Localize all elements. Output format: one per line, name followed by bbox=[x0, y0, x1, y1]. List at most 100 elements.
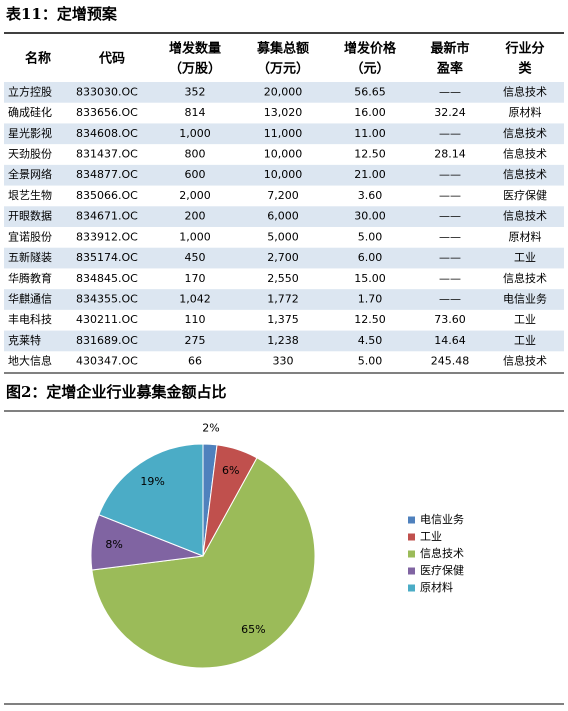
cell: 834355.OC bbox=[76, 293, 138, 306]
cell: —— bbox=[439, 189, 461, 202]
cell: 834608.OC bbox=[76, 127, 138, 140]
cell: 2,550 bbox=[267, 272, 299, 285]
cell: 833656.OC bbox=[76, 106, 138, 119]
legend-swatch bbox=[408, 567, 415, 575]
cell: —— bbox=[439, 127, 461, 140]
cell: 1,042 bbox=[179, 293, 211, 306]
cell: —— bbox=[439, 210, 461, 223]
legend-swatch bbox=[408, 550, 415, 558]
legend-label: 信息技术 bbox=[420, 546, 464, 560]
cell: 星光影视 bbox=[8, 126, 52, 140]
cell: 工业 bbox=[514, 251, 536, 264]
row-stripe bbox=[4, 123, 564, 145]
cell: 原材料 bbox=[509, 229, 542, 243]
cell: 833912.OC bbox=[76, 230, 138, 243]
cell: 12.50 bbox=[354, 313, 386, 326]
cell: 6.00 bbox=[358, 251, 383, 264]
cell: 3.60 bbox=[358, 189, 383, 202]
cell: 1,000 bbox=[179, 230, 211, 243]
column-header: 募集总额 bbox=[256, 41, 309, 57]
cell: 450 bbox=[185, 251, 206, 264]
cell: 800 bbox=[185, 148, 206, 161]
column-header: 增发数量 bbox=[169, 41, 221, 57]
legend-label: 原材料 bbox=[420, 580, 453, 594]
cell: 信息技术 bbox=[503, 209, 547, 223]
cell: 6,000 bbox=[267, 210, 299, 223]
cell: 834671.OC bbox=[76, 210, 138, 223]
pie-slice bbox=[98, 443, 204, 557]
slice-label: 19% bbox=[140, 475, 164, 488]
cell: 430347.OC bbox=[76, 355, 138, 368]
cell: 全景网络 bbox=[8, 167, 52, 181]
legend-swatch bbox=[408, 516, 415, 524]
column-header: 增发价格 bbox=[344, 41, 397, 57]
cell: 医疗保健 bbox=[503, 188, 547, 202]
cell: 5,000 bbox=[267, 230, 299, 243]
cell: 2,000 bbox=[179, 189, 211, 202]
row-stripe bbox=[4, 330, 564, 352]
cell: —— bbox=[439, 85, 461, 98]
row-stripe bbox=[4, 82, 564, 103]
cell: 垠艺生物 bbox=[8, 188, 52, 202]
column-header: 类 bbox=[518, 61, 532, 77]
row-stripe bbox=[4, 289, 564, 310]
cell: 28.14 bbox=[434, 148, 466, 161]
legend-swatch bbox=[408, 533, 415, 541]
cell: 五新隧装 bbox=[8, 250, 52, 264]
cell: 5.00 bbox=[358, 355, 383, 368]
cell: 15.00 bbox=[354, 272, 386, 285]
cell: 信息技术 bbox=[503, 167, 547, 181]
cell: 56.65 bbox=[354, 85, 386, 98]
row-stripe bbox=[4, 247, 564, 269]
cell: 16.00 bbox=[354, 106, 386, 119]
cell: 确成硅化 bbox=[8, 105, 52, 119]
cell: 352 bbox=[185, 85, 206, 98]
cell: 275 bbox=[185, 334, 206, 347]
cell: 1,238 bbox=[267, 334, 299, 347]
cell: 834877.OC bbox=[76, 168, 138, 181]
cell: 110 bbox=[185, 313, 206, 326]
cell: 信息技术 bbox=[503, 147, 547, 161]
slice-label: 65% bbox=[241, 623, 265, 636]
cell: 13,020 bbox=[264, 106, 303, 119]
cell: 1,375 bbox=[267, 313, 299, 326]
column-header: 盈率 bbox=[436, 61, 463, 77]
cell: 开眼数据 bbox=[8, 209, 52, 223]
cell: 华腾教育 bbox=[8, 271, 52, 285]
cell: 831437.OC bbox=[76, 148, 138, 161]
cell: 1.70 bbox=[358, 293, 383, 306]
cell: 831689.OC bbox=[76, 334, 138, 347]
cell: 2,700 bbox=[267, 251, 299, 264]
legend-label: 电信业务 bbox=[420, 513, 464, 526]
cell: 200 bbox=[185, 210, 206, 223]
cell: —— bbox=[439, 168, 461, 181]
slice-label: 6% bbox=[222, 464, 239, 477]
column-header: 代码 bbox=[98, 51, 125, 67]
cell: —— bbox=[439, 230, 461, 243]
cell: 信息技术 bbox=[503, 271, 547, 285]
cell: 245.48 bbox=[431, 355, 470, 368]
cell: 信息技术 bbox=[503, 126, 547, 140]
slice-label: 2% bbox=[202, 422, 219, 435]
cell: 330 bbox=[273, 355, 294, 368]
cell: 克莱特 bbox=[8, 333, 41, 347]
cell: 电信业务 bbox=[503, 293, 547, 306]
cell: 天劲股份 bbox=[8, 148, 52, 161]
cell: 1,000 bbox=[179, 127, 211, 140]
cell: 835066.OC bbox=[76, 189, 138, 202]
cell: —— bbox=[439, 272, 461, 285]
cell: 73.60 bbox=[434, 313, 466, 326]
cell: 工业 bbox=[514, 334, 536, 347]
cell: 835174.OC bbox=[76, 251, 138, 264]
cell: 10,000 bbox=[264, 168, 303, 181]
slice-label: 8% bbox=[105, 538, 122, 551]
cell: —— bbox=[439, 293, 461, 306]
column-header: 最新市 bbox=[430, 41, 469, 57]
cell: 66 bbox=[188, 355, 202, 368]
cell: 1,772 bbox=[267, 293, 299, 306]
cell: 信息技术 bbox=[503, 84, 547, 98]
chart-title: 图2：定增企业行业募集金额占比 bbox=[6, 383, 226, 401]
pie-slice bbox=[91, 457, 316, 669]
cell: 10,000 bbox=[264, 148, 303, 161]
cell: 21.00 bbox=[354, 168, 386, 181]
